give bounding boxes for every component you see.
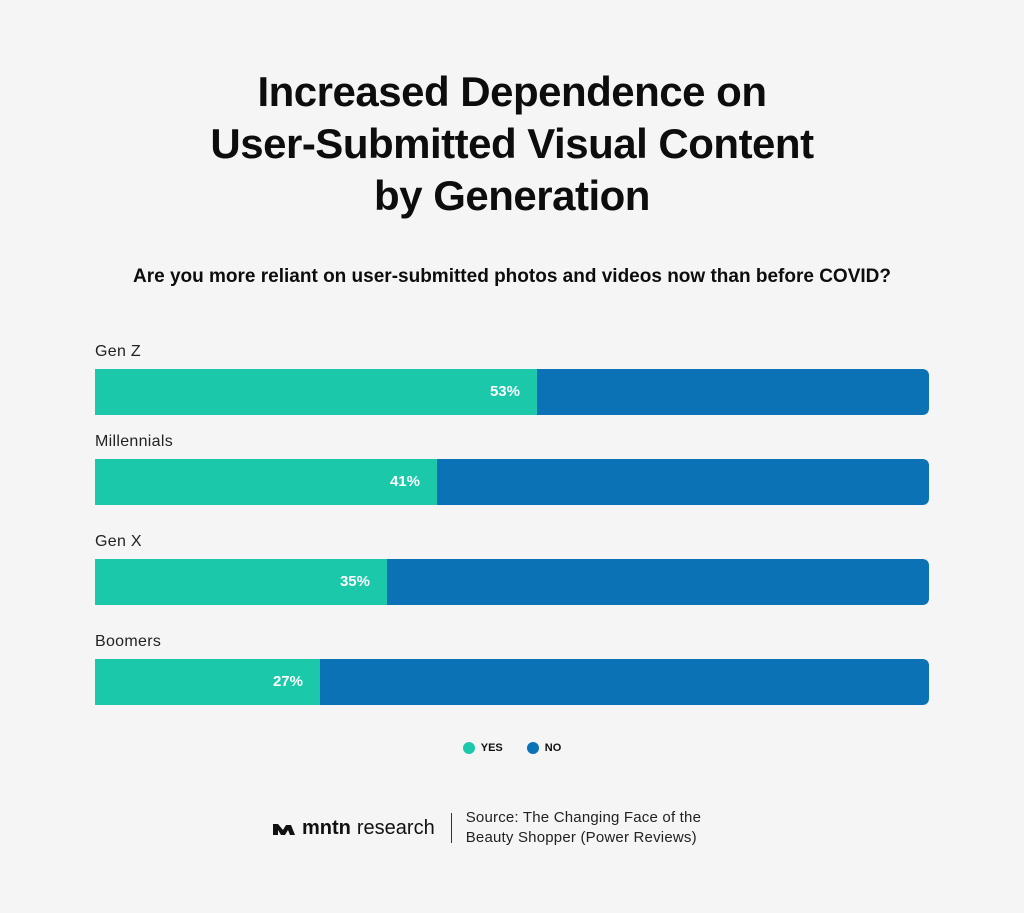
chart-subtitle: Are you more reliant on user-submitted p… — [133, 266, 891, 287]
mntn-mountain-icon — [273, 824, 295, 835]
bar-yes-millennials — [95, 459, 437, 505]
data-label-yes-gen-z: 53% — [489, 383, 520, 400]
legend: YES NO — [0, 742, 1024, 754]
bar-yes-gen-z — [95, 369, 537, 415]
legend-item-yes: YES — [462, 742, 503, 754]
chart-title: Increased Dependence on User-Submitted V… — [0, 66, 1024, 222]
category-label-gen-x: Gen X — [95, 533, 142, 550]
brand-name: mntn — [302, 816, 351, 839]
source-note: Source: The Changing Face of the Beauty … — [466, 808, 701, 848]
category-label-boomers: Boomers — [95, 633, 162, 650]
bar-no-millennials — [437, 459, 929, 505]
category-label-gen-z: Gen Z — [95, 343, 141, 360]
legend-label-yes: YES — [480, 742, 503, 754]
title-line-3: by Generation — [374, 172, 650, 219]
legend-swatch-no — [526, 742, 539, 754]
legend-swatch-yes — [462, 742, 475, 754]
bar-yes-boomers — [95, 659, 320, 705]
bar-row-boomers: 27% — [95, 659, 929, 705]
data-label-yes-boomers: 27% — [272, 673, 303, 690]
source-line-2: Beauty Shopper (Power Reviews) — [465, 829, 697, 846]
legend-label-no: NO — [544, 742, 562, 754]
category-label-millennials: Millennials — [95, 433, 173, 450]
footer-divider — [450, 813, 452, 843]
bar-row-gen-x: 35% — [95, 559, 929, 605]
brand-suffix: research — [356, 816, 435, 839]
bar-row-millennials: 41% — [95, 459, 929, 505]
legend-item-no: NO — [526, 742, 562, 754]
data-label-yes-gen-x: 35% — [339, 573, 370, 590]
bar-no-gen-x — [387, 559, 929, 605]
data-label-yes-millennials: 41% — [389, 473, 420, 490]
bar-row-gen-z: 53% — [95, 369, 929, 415]
brand-logo: mntn research — [272, 817, 435, 840]
footer: mntn research Source: The Changing Face … — [272, 808, 701, 848]
bar-no-gen-z — [537, 369, 929, 415]
bar-yes-gen-x — [95, 559, 387, 605]
source-line-1: Source: The Changing Face of the — [465, 809, 702, 826]
title-line-2: User-Submitted Visual Content — [210, 120, 814, 167]
title-line-1: Increased Dependence on — [257, 68, 767, 115]
bar-no-boomers — [320, 659, 929, 705]
